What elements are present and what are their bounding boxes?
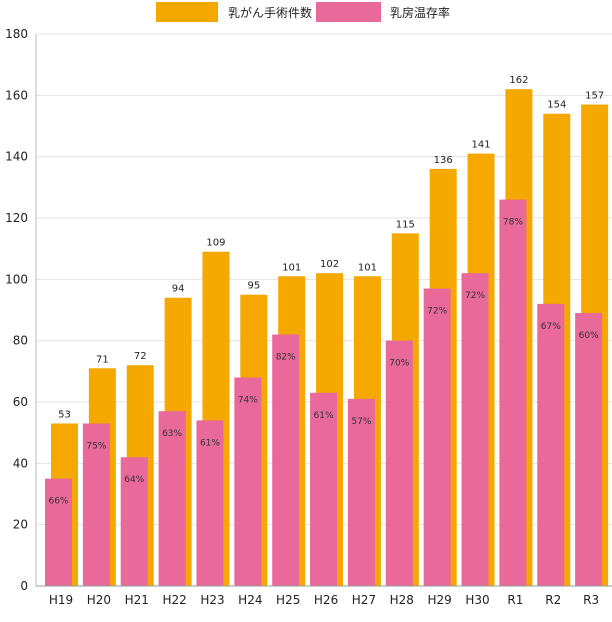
data-label-surgeries: 53 (58, 409, 71, 420)
y-tick-label: 160 (5, 88, 28, 102)
y-tick-label: 140 (5, 150, 28, 164)
bar-conservation-rate (45, 478, 72, 586)
data-label-surgeries: 115 (396, 219, 415, 230)
bar-conservation-rate (310, 392, 338, 586)
bar-conservation-rate (575, 313, 603, 586)
data-label-conservation-rate: 60% (579, 331, 599, 341)
data-label-surgeries: 109 (206, 238, 225, 249)
x-tick-label: H30 (465, 593, 489, 607)
y-tick-label: 100 (5, 272, 28, 286)
y-tick-label: 80 (13, 334, 28, 348)
data-label-surgeries: 101 (358, 262, 377, 273)
x-tick-label: H19 (49, 593, 73, 607)
data-label-surgeries: 162 (509, 75, 528, 86)
data-label-conservation-rate: 67% (541, 322, 561, 332)
data-label-conservation-rate: 63% (162, 429, 182, 439)
data-label-conservation-rate: 57% (351, 417, 371, 427)
x-tick-label: R1 (507, 593, 523, 607)
x-tick-label: H23 (200, 593, 224, 607)
y-tick-label: 20 (13, 518, 28, 532)
legend-label-conservation-rate: 乳房温存率 (390, 5, 450, 20)
data-label-conservation-rate: 78% (503, 218, 523, 228)
x-tick-label: H20 (87, 593, 111, 607)
y-tick-label: 40 (13, 456, 28, 470)
data-label-surgeries: 94 (172, 284, 185, 295)
data-label-surgeries: 95 (247, 281, 260, 292)
x-tick-label: H24 (238, 593, 262, 607)
data-label-conservation-rate: 72% (465, 291, 485, 301)
x-tick-label: H26 (314, 593, 338, 607)
x-tick-label: H27 (352, 593, 376, 607)
data-label-surgeries: 157 (585, 91, 604, 102)
x-tick-label: H29 (428, 593, 452, 607)
x-axis: H19 H20 H21 H22 H23 H24 H25 H26 H27 H28 H29 H30 R1 R2… (49, 593, 599, 607)
x-tick-label: H21 (125, 593, 149, 607)
data-label-conservation-rate: 64% (124, 475, 144, 485)
data-label-surgeries: 154 (547, 100, 566, 111)
y-axis: 0 20 40 60 80 100 120 140 160 180 (5, 27, 28, 593)
data-label-conservation-rate: 61% (314, 411, 334, 421)
x-tick-label: H22 (162, 593, 186, 607)
data-label-surgeries: 102 (320, 259, 339, 270)
y-tick-label: 60 (13, 395, 28, 409)
data-label-surgeries: 72 (134, 351, 147, 362)
x-tick-label: H28 (390, 593, 414, 607)
bar-conservation-rate (272, 334, 300, 586)
bar-conservation-rate (499, 199, 527, 586)
data-label-surgeries: 101 (282, 262, 301, 273)
bar-conservation-rate (423, 288, 451, 586)
legend-label-surgeries: 乳がん手術件数 (228, 5, 312, 20)
legend-swatch-conservation-rate (316, 2, 381, 22)
bar-conservation-rate (461, 273, 489, 586)
bar-conservation-rate (82, 423, 110, 586)
data-label-conservation-rate: 82% (276, 353, 296, 363)
data-label-conservation-rate: 75% (86, 441, 106, 451)
bar-conservation-rate (347, 398, 375, 586)
y-tick-label: 0 (20, 579, 28, 593)
legend: 乳がん手術件数 乳房温存率 (156, 2, 450, 22)
data-label-surgeries: 136 (434, 155, 453, 166)
x-tick-label: R3 (583, 593, 599, 607)
x-tick-label: R2 (545, 593, 561, 607)
bar-conservation-rate (234, 377, 262, 586)
data-label-conservation-rate: 61% (200, 438, 220, 448)
x-tick-label: H25 (276, 593, 300, 607)
data-label-surgeries: 71 (96, 354, 109, 365)
bar-conservation-rate (120, 457, 148, 586)
bar-conservation-rate (158, 411, 186, 586)
y-tick-label: 120 (5, 211, 28, 225)
y-tick-label: 180 (5, 27, 28, 41)
bars: 53 66% 71 75% 72 64% 94 63% 109 61% 95 74% 101 82% 102… (45, 75, 609, 587)
bar-conservation-rate (196, 420, 224, 586)
data-label-conservation-rate: 72% (427, 307, 447, 317)
data-label-conservation-rate: 70% (389, 359, 409, 369)
data-label-conservation-rate: 74% (238, 395, 258, 405)
bar-conservation-rate (537, 303, 565, 586)
legend-swatch-surgeries (156, 2, 218, 22)
bar-conservation-rate (385, 340, 413, 586)
data-label-surgeries: 141 (471, 140, 490, 151)
data-label-conservation-rate: 66% (48, 497, 68, 507)
